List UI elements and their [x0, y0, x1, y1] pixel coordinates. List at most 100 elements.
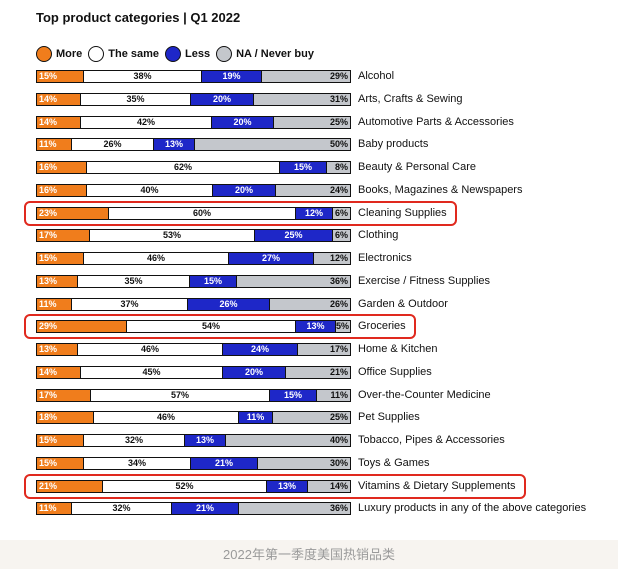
- category-label: Clothing: [358, 229, 399, 242]
- bar-segment-same: 46%: [77, 343, 223, 356]
- bar-segment-na: 17%: [297, 343, 351, 356]
- category-label: Over-the-Counter Medicine: [358, 388, 491, 401]
- highlight-box: [24, 473, 526, 499]
- legend-label-same: The same: [108, 48, 160, 60]
- bar-segment-less: 27%: [228, 252, 314, 265]
- category-label: Toys & Games: [358, 456, 430, 469]
- legend-swatch-na: [216, 46, 233, 62]
- category-label: Beauty & Personal Care: [358, 161, 477, 173]
- bar-segment-same: 35%: [80, 92, 191, 106]
- legend-swatch-less: [165, 46, 182, 62]
- bar-segment-more: 16%: [36, 161, 87, 174]
- bar-segment-less: 15%: [189, 274, 237, 288]
- legend-item-more: More: [36, 46, 82, 62]
- bar-segment-same: 46%: [93, 411, 239, 425]
- bar-row: 15% 38% 19% 29%: [36, 70, 351, 83]
- legend-label-na: NA / Never buy: [236, 48, 314, 60]
- legend-label-more: More: [56, 48, 83, 60]
- bar-row: 16% 62% 15% 8%: [36, 161, 351, 174]
- bar-segment-same: 35%: [77, 274, 190, 288]
- bar-segment-less: 20%: [211, 115, 274, 129]
- bar-segment-na: 29%: [261, 70, 351, 83]
- legend-item-less: Less: [165, 46, 210, 62]
- bar-segment-na: 8%: [326, 161, 351, 174]
- bar-segment-less: 13%: [153, 138, 195, 152]
- bar-segment-same: 42%: [80, 115, 212, 129]
- bar-segment-less: 21%: [190, 456, 258, 470]
- bar-row: 11% 26% 13% 50%: [36, 138, 351, 152]
- bar-segment-more: 14%: [36, 115, 81, 129]
- bar-segment-na: 26%: [269, 297, 351, 311]
- bar-segment-same: 62%: [86, 161, 280, 174]
- bar-segment-more: 15%: [36, 456, 84, 470]
- bar-segment-na: 36%: [236, 274, 351, 288]
- category-label: Garden & Outdoor: [358, 297, 448, 310]
- bar-segment-more: 15%: [36, 252, 84, 265]
- bar-segment-same: 38%: [83, 70, 202, 83]
- bar-row: 15% 32% 13% 40%: [36, 434, 351, 447]
- bar-row: 17% 53% 25% 6%: [36, 229, 351, 243]
- bar-row: 13% 46% 24% 17%: [36, 343, 351, 356]
- bar-segment-more: 18%: [36, 411, 94, 425]
- category-label: Luxury products in any of the above cate…: [358, 502, 587, 515]
- bar-segment-na: 12%: [313, 252, 351, 265]
- bar-row: 14% 45% 20% 21%: [36, 365, 351, 379]
- footer-caption: 2022年第一季度美国热销品类: [0, 540, 618, 569]
- bar-row: 21% 52% 13% 14%: [36, 479, 351, 493]
- bar-row: 15% 46% 27% 12%: [36, 252, 351, 265]
- bar-segment-less: 13%: [295, 320, 336, 334]
- legend-swatch-more: [36, 46, 52, 62]
- bar-segment-na: 6%: [332, 206, 351, 220]
- bar-segment-less: 11%: [238, 411, 273, 425]
- bar-row: 23% 60% 12% 6%: [36, 206, 351, 220]
- bar-row: 16% 40% 20% 24%: [36, 183, 351, 197]
- highlight-box: [24, 314, 416, 340]
- bar-segment-more: 11%: [36, 502, 72, 516]
- legend-item-na: NA / Never buy: [216, 46, 314, 62]
- bar-segment-less: 20%: [222, 365, 286, 379]
- bar-segment-na: 25%: [273, 115, 351, 129]
- bar-segment-na: 11%: [316, 388, 351, 402]
- bar-segment-na: 50%: [194, 138, 351, 152]
- category-label: Groceries: [358, 320, 406, 333]
- legend-swatch-same: [88, 46, 105, 62]
- bar-segment-less: 20%: [212, 183, 276, 197]
- bar-segment-more: 15%: [36, 434, 84, 447]
- category-label: Vitamins & Dietary Supplements: [358, 479, 516, 492]
- bar-segment-same: 45%: [80, 365, 223, 379]
- bar-segment-more: 14%: [36, 365, 81, 379]
- bar-segment-more: 11%: [36, 138, 72, 152]
- bar-segment-na: 36%: [238, 502, 351, 516]
- bar-segment-na: 25%: [272, 411, 351, 425]
- category-label: Home & Kitchen: [358, 343, 438, 355]
- bar-segment-more: 17%: [36, 229, 90, 243]
- category-label: Electronics: [358, 252, 412, 264]
- bar-row: 11% 37% 26% 26%: [36, 297, 351, 311]
- bar-segment-same: 37%: [71, 297, 188, 311]
- legend: More The same Less NA / Never buy: [36, 44, 320, 64]
- bar-segment-less: 26%: [187, 297, 270, 311]
- bar-segment-more: 13%: [36, 343, 78, 356]
- bar-segment-more: 16%: [36, 183, 87, 197]
- bar-row: 15% 34% 21% 30%: [36, 456, 351, 470]
- bar-row: 14% 42% 20% 25%: [36, 115, 351, 129]
- bar-segment-more: 17%: [36, 388, 91, 402]
- bar-segment-more: 13%: [36, 274, 78, 288]
- bar-segment-na: 31%: [253, 92, 351, 106]
- bar-segment-na: 24%: [275, 183, 351, 197]
- bar-row: 11% 32% 21% 36%: [36, 502, 351, 516]
- bar-segment-less: 19%: [201, 70, 262, 83]
- chart-title: Top product categories | Q1 2022: [36, 10, 241, 25]
- category-label: Automotive Parts & Accessories: [358, 115, 514, 128]
- legend-label-less: Less: [185, 48, 211, 60]
- category-label: Pet Supplies: [358, 411, 420, 424]
- bar-segment-less: 15%: [269, 388, 317, 402]
- bar-row: 29% 54% 13% 5%: [36, 320, 351, 334]
- highlight-box: [24, 200, 457, 226]
- bar-segment-less: 13%: [266, 479, 308, 493]
- bar-segment-more: 15%: [36, 70, 84, 83]
- bar-segment-less: 24%: [222, 343, 298, 356]
- bar-segment-less: 21%: [171, 502, 239, 516]
- bar-segment-same: 57%: [90, 388, 270, 402]
- bar-segment-more: 23%: [36, 206, 109, 220]
